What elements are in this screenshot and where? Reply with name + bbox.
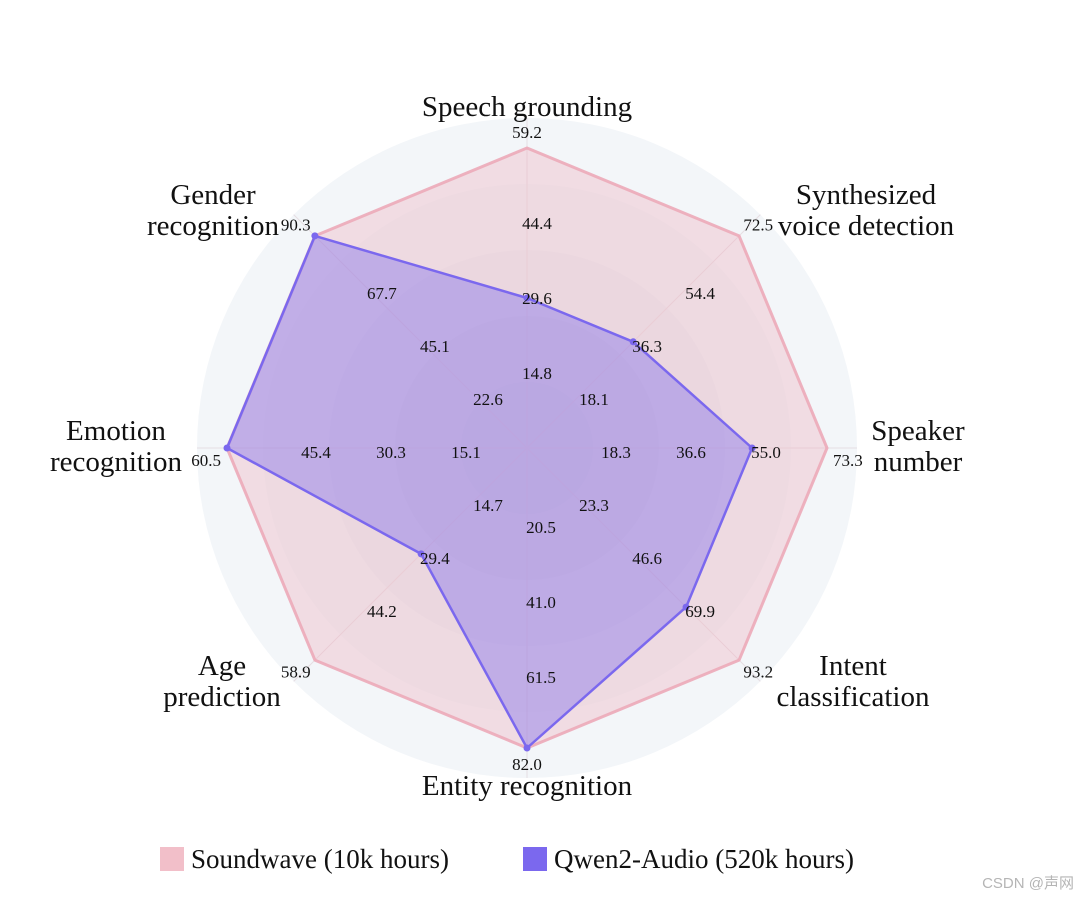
tick-label: 18.3 — [601, 443, 631, 462]
tick-label: 61.5 — [526, 668, 556, 687]
legend-swatch — [160, 847, 184, 871]
axis-label: Speech grounding — [422, 91, 632, 123]
tick-label: 30.3 — [376, 443, 406, 462]
tick-label: 41.0 — [526, 593, 556, 612]
axis-label: Speaker — [871, 415, 965, 447]
series-qwen2-audio-point — [223, 444, 231, 452]
axis-label: Emotion — [66, 415, 166, 447]
tick-label: 44.4 — [522, 214, 552, 233]
series-qwen2-audio-point — [523, 744, 531, 752]
axis-label: recognition — [147, 210, 280, 242]
series-qwen2-audio-point — [748, 444, 756, 452]
tick-label: 22.6 — [473, 390, 503, 409]
tick-label: 45.4 — [301, 443, 331, 462]
axis-label: Gender — [170, 179, 256, 211]
tick-labels: 14.8 29.6 44.4 59.2 18.1 36.3 54.4 72.5 18.3 36.6… — [191, 123, 863, 774]
tick-label: 82.0 — [512, 755, 542, 774]
tick-label: 58.9 — [281, 662, 311, 681]
series-qwen2-audio-point — [629, 338, 637, 346]
legend-label: Qwen2-Audio (520k hours) — [554, 844, 854, 874]
tick-label: 72.5 — [743, 216, 773, 235]
watermark-text: CSDN @声网 — [982, 874, 1074, 892]
series-qwen2-audio-point — [417, 550, 425, 558]
legend-swatch — [523, 847, 547, 871]
tick-label: 60.5 — [191, 451, 221, 470]
tick-label: 15.1 — [451, 443, 481, 462]
legend: Soundwave (10k hours) Qwen2-Audio (520k h… — [160, 844, 854, 874]
tick-label: 14.7 — [473, 496, 503, 515]
tick-label: 23.3 — [579, 496, 609, 515]
axis-label: Synthesized — [796, 179, 937, 211]
tick-label: 14.8 — [522, 364, 552, 383]
tick-label: 93.2 — [743, 662, 773, 681]
tick-label: 29.4 — [420, 549, 450, 568]
tick-label: 20.5 — [526, 518, 556, 537]
radar-grid — [197, 118, 857, 778]
series-qwen2-audio-point — [311, 232, 319, 240]
series-qwen2-audio-point — [682, 603, 690, 611]
tick-label: 18.1 — [579, 390, 609, 409]
axis-label: Entity recognition — [422, 770, 633, 802]
legend-label: Soundwave (10k hours) — [191, 844, 449, 874]
axis-label: prediction — [163, 681, 281, 713]
tick-label: 46.6 — [632, 549, 662, 568]
tick-label: 29.6 — [522, 289, 552, 308]
axis-label: Age — [198, 650, 246, 682]
tick-label: 36.6 — [676, 443, 706, 462]
axis-label: voice detection — [778, 210, 955, 242]
tick-label: 54.4 — [685, 284, 715, 303]
series-qwen2-audio-point — [523, 294, 531, 302]
tick-label: 67.7 — [367, 284, 397, 303]
axis-spoke — [293, 214, 528, 449]
axis-spoke — [526, 447, 761, 682]
axis-spoke — [526, 214, 761, 449]
tick-label: 69.9 — [685, 602, 715, 621]
axis-label: recognition — [50, 446, 183, 478]
tick-label: 59.2 — [512, 123, 542, 142]
tick-label: 45.1 — [420, 337, 450, 356]
axis-label: Intent — [819, 650, 887, 682]
tick-label: 90.3 — [281, 216, 311, 235]
series-layer — [223, 146, 829, 752]
tick-label: 73.3 — [833, 451, 863, 470]
tick-label: 44.2 — [367, 602, 397, 621]
axis-label: number — [874, 446, 963, 478]
tick-label: 55.0 — [751, 443, 781, 462]
axis-spoke — [293, 447, 528, 682]
tick-label: 36.3 — [632, 337, 662, 356]
axis-label: classification — [776, 681, 930, 713]
